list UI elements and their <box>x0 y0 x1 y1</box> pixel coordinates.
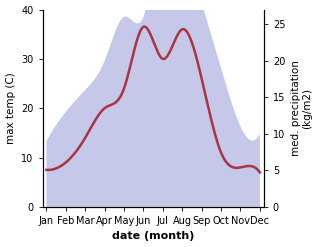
Y-axis label: med. precipitation
(kg/m2): med. precipitation (kg/m2) <box>291 60 313 156</box>
Y-axis label: max temp (C): max temp (C) <box>5 72 16 144</box>
X-axis label: date (month): date (month) <box>112 231 194 242</box>
